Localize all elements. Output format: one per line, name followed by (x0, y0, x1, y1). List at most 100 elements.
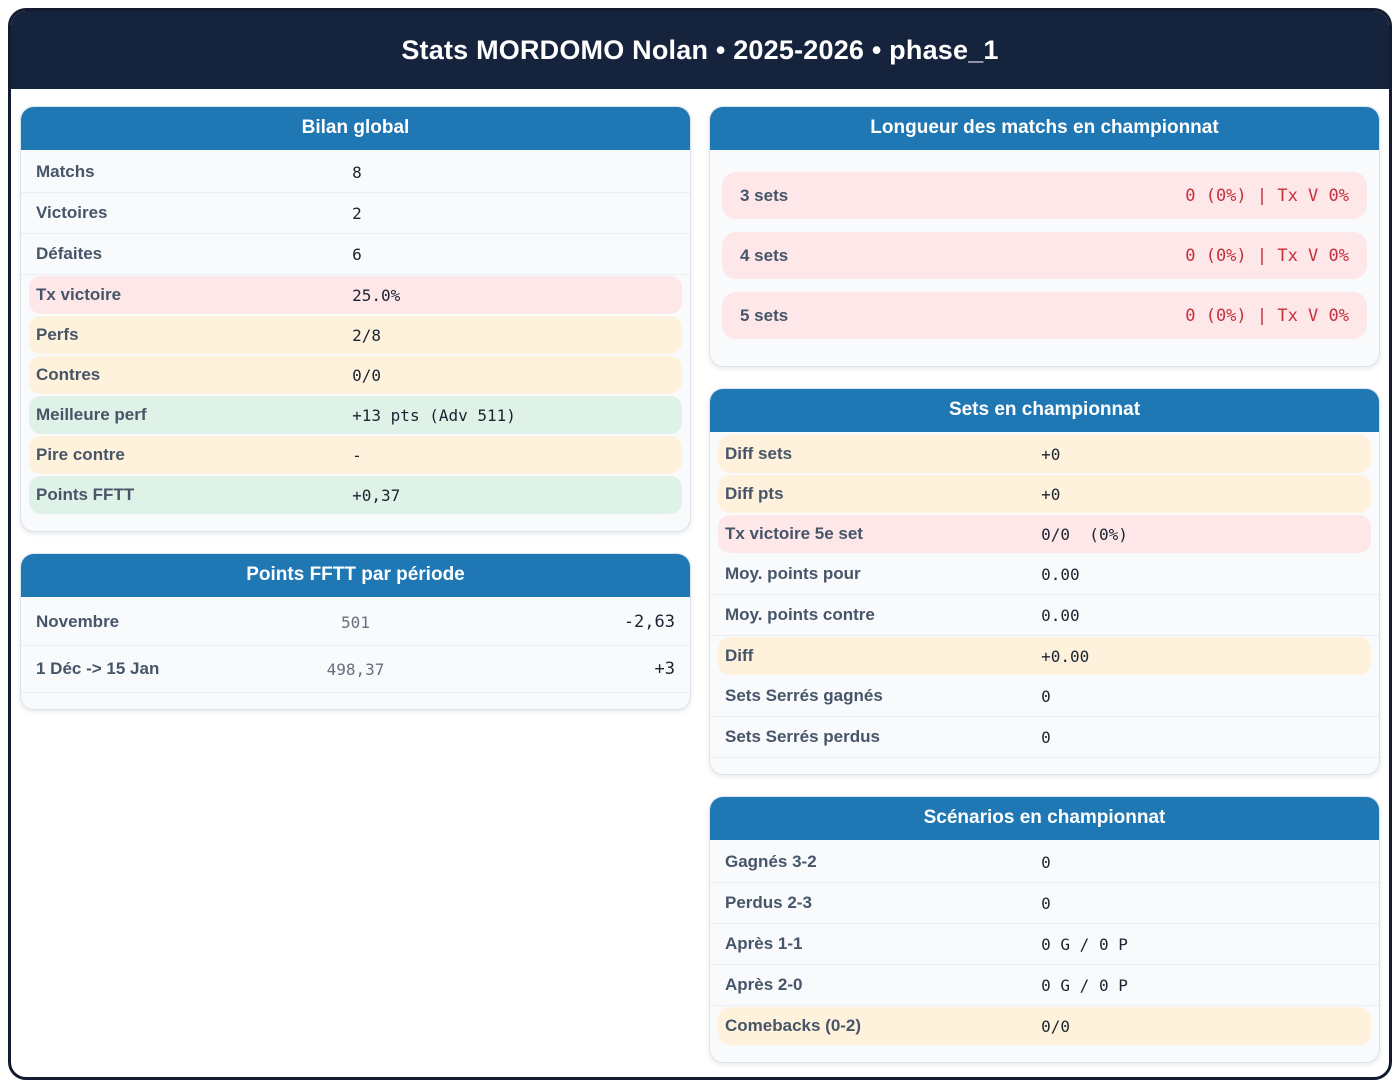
stat-value: 2 (352, 203, 362, 223)
card-points-fftt-periode-title: Points FFTT par période (21, 554, 690, 597)
match-length-label: 5 sets (740, 305, 789, 325)
period-points: 498,37 (326, 659, 385, 679)
content-area: Bilan global Matchs 8 Victoires 2 Défaites 6 T… (11, 89, 1389, 1063)
stat-row: Victoires 2 (21, 193, 690, 234)
period-row: 1 Déc -> 15 Jan 498,37 +3 (21, 646, 690, 693)
stat-label: Points FFTT (36, 485, 135, 504)
card-bilan-global-title: Bilan global (21, 107, 690, 150)
stat-value: 0 (1041, 727, 1051, 747)
stat-row: Matchs 8 (21, 152, 690, 193)
stat-label: Diff sets (725, 444, 793, 463)
stat-label: Contres (36, 365, 101, 384)
stat-label: Gagnés 3-2 (725, 852, 817, 871)
card-sets-championnat-rows: Diff sets +0 Diff pts +0 Tx victoire 5e set 0… (710, 432, 1379, 774)
stat-value: 0 (1041, 893, 1051, 913)
stat-value: 0/0 (1041, 1016, 1071, 1036)
stat-value: 0 (1041, 686, 1051, 706)
stat-value: 0 (1041, 852, 1051, 872)
match-length-value: 0 (0%) | Tx V 0% (1185, 305, 1349, 326)
stat-value: 0 G / 0 P (1041, 975, 1128, 995)
stat-label: Moy. points pour (725, 564, 861, 583)
card-bilan-global-rows: Matchs 8 Victoires 2 Défaites 6 Tx victoire 25.… (21, 150, 690, 531)
stat-row: Points FFTT +0,37 (21, 475, 690, 515)
card-points-fftt-periode: Points FFTT par période Novembre 501 -2,63… (20, 553, 691, 710)
stat-value: 6 (352, 244, 362, 264)
period-row: Novembre 501 -2,63 (21, 599, 690, 646)
period-delta: -2,63 (623, 612, 675, 632)
stat-label: Meilleure perf (36, 405, 147, 424)
stat-row: Défaites 6 (21, 234, 690, 275)
stat-label: Moy. points contre (725, 605, 875, 624)
page-header: Stats MORDOMO Nolan • 2025-2026 • phase_… (11, 11, 1389, 89)
match-length-row: 3 sets 0 (0%) | Tx V 0% (722, 172, 1367, 219)
stat-row: Meilleure perf +13 pts (Adv 511) (21, 395, 690, 435)
stat-row: Diff pts +0 (710, 474, 1379, 514)
match-length-value: 0 (0%) | Tx V 0% (1185, 185, 1349, 206)
stat-value: 0 G / 0 P (1041, 934, 1128, 954)
card-longueur-matchs: Longueur des matchs en championnat 3 set… (709, 106, 1380, 367)
stat-value: +0 (1041, 484, 1061, 504)
stat-value: +0.00 (1041, 646, 1090, 666)
stat-label: Après 1-1 (725, 934, 803, 953)
stat-row: Perdus 2-3 0 (710, 883, 1379, 924)
stat-row: Après 2-0 0 G / 0 P (710, 965, 1379, 1006)
card-scenarios-championnat: Scénarios en championnat Gagnés 3-2 0 Perd… (709, 796, 1380, 1063)
stat-label: Tx victoire 5e set (725, 524, 863, 543)
match-length-row: 5 sets 0 (0%) | Tx V 0% (722, 292, 1367, 339)
period-delta: +3 (654, 659, 675, 679)
period-points: 501 (341, 612, 370, 632)
card-scenarios-championnat-rows: Gagnés 3-2 0 Perdus 2-3 0 Après 1-1 0 G / 0 P… (710, 840, 1379, 1062)
period-label: 1 Déc -> 15 Jan (36, 659, 160, 678)
stat-value: 2/8 (352, 325, 382, 345)
stat-value: 25.0% (352, 285, 401, 305)
stat-row: Perfs 2/8 (21, 315, 690, 355)
stat-row: Diff +0.00 (710, 636, 1379, 676)
stat-row: Pire contre - (21, 435, 690, 475)
stat-value: - (352, 445, 362, 465)
card-sets-championnat: Sets en championnat Diff sets +0 Diff pts +… (709, 388, 1380, 775)
period-label: Novembre (36, 612, 120, 631)
stat-label: Sets Serrés perdus (725, 727, 880, 746)
card-points-fftt-periode-rows: Novembre 501 -2,63 1 Déc -> 15 Jan 498,37 +3 (21, 597, 690, 709)
page-title: Stats MORDOMO Nolan • 2025-2026 • phase_… (401, 34, 999, 65)
stat-value: 0.00 (1041, 605, 1080, 625)
stat-value: +0 (1041, 444, 1061, 464)
stat-row: Contres 0/0 (21, 355, 690, 395)
stat-row: Moy. points pour 0.00 (710, 554, 1379, 595)
card-longueur-matchs-title: Longueur des matchs en championnat (710, 107, 1379, 150)
card-longueur-matchs-rows: 3 sets 0 (0%) | Tx V 0% 4 sets 0 (0%) | Tx … (710, 150, 1379, 366)
stat-value: 0/0 (352, 365, 382, 385)
page-frame: Stats MORDOMO Nolan • 2025-2026 • phase_… (8, 8, 1392, 1080)
left-column: Bilan global Matchs 8 Victoires 2 Défaites 6 T… (20, 106, 691, 710)
stat-row: Après 1-1 0 G / 0 P (710, 924, 1379, 965)
stat-label: Tx victoire (36, 285, 122, 304)
stat-label: Pire contre (36, 445, 125, 464)
card-bilan-global: Bilan global Matchs 8 Victoires 2 Défaites 6 T… (20, 106, 691, 532)
stat-value: +13 pts (Adv 511) (352, 405, 516, 425)
stat-row: Sets Serrés perdus 0 (710, 717, 1379, 758)
right-column: Longueur des matchs en championnat 3 set… (709, 106, 1380, 1063)
stat-label: Après 2-0 (725, 975, 803, 994)
stat-row: Diff sets +0 (710, 434, 1379, 474)
stat-row: Gagnés 3-2 0 (710, 842, 1379, 883)
stat-label: Comebacks (0-2) (725, 1016, 862, 1035)
stat-label: Diff pts (725, 484, 784, 503)
stat-label: Perfs (36, 325, 79, 344)
stat-row: Sets Serrés gagnés 0 (710, 676, 1379, 717)
stat-label: Victoires (36, 203, 108, 222)
match-length-label: 3 sets (740, 185, 789, 205)
stat-value: 0.00 (1041, 564, 1080, 584)
stat-label: Diff (725, 646, 754, 665)
stat-row: Moy. points contre 0.00 (710, 595, 1379, 636)
stat-row: Comebacks (0-2) 0/0 (710, 1006, 1379, 1046)
stat-label: Défaites (36, 244, 103, 263)
stat-label: Perdus 2-3 (725, 893, 812, 912)
card-sets-championnat-title: Sets en championnat (710, 389, 1379, 432)
match-length-value: 0 (0%) | Tx V 0% (1185, 245, 1349, 266)
match-length-label: 4 sets (740, 245, 789, 265)
card-scenarios-championnat-title: Scénarios en championnat (710, 797, 1379, 840)
match-length-row: 4 sets 0 (0%) | Tx V 0% (722, 232, 1367, 279)
stat-value: 8 (352, 162, 362, 182)
stat-label: Matchs (36, 162, 95, 181)
stat-label: Sets Serrés gagnés (725, 686, 883, 705)
